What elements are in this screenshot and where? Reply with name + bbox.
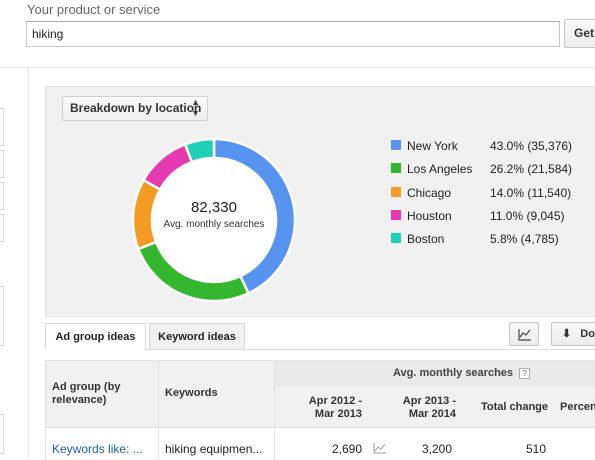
download-button[interactable]: ⬇ Do — [551, 322, 595, 346]
total-change-value: 510 — [525, 442, 546, 456]
legend-location-share: 26.2% (21,584) — [490, 162, 573, 176]
line-chart-icon — [518, 329, 531, 341]
download-label: Do — [580, 328, 595, 340]
period-2-value: 3,200 — [421, 442, 452, 456]
table-header-background — [275, 387, 595, 427]
column-divider — [158, 360, 159, 460]
column-header-period-1[interactable]: Apr 2012 - Mar 2013 — [308, 395, 362, 420]
total-searches-caption: Avg. monthly searches — [163, 219, 265, 230]
legend-location-name: Chicago — [407, 186, 452, 200]
tab-ad-group-ideas[interactable]: Ad group ideas — [45, 323, 146, 350]
legend-location-share: 14.0% (11,540) — [490, 186, 572, 200]
sidebar-handle[interactable] — [0, 414, 4, 454]
column-header-period-2[interactable]: Apr 2013 - Mar 2014 — [402, 395, 456, 420]
legend-location-share: 5.8% (4,785) — [490, 232, 559, 246]
sidebar-handle[interactable] — [0, 182, 4, 210]
legend-location-share: 11.0% (9,045) — [490, 209, 565, 223]
table-header-background — [45, 360, 275, 427]
sidebar-handle[interactable] — [0, 214, 4, 242]
product-field-label: Your product or service — [27, 2, 161, 17]
tabs-baseline — [45, 349, 595, 350]
header-divider — [0, 67, 595, 68]
get-ideas-button[interactable]: Get — [564, 19, 595, 48]
sidebar-handle[interactable] — [0, 108, 4, 146]
column-header-percent-change[interactable]: Percen — [560, 401, 595, 413]
total-searches-value: 82,330 — [191, 199, 237, 216]
table-left-border — [45, 360, 46, 460]
table-top-border — [45, 360, 595, 361]
ad-group-link[interactable]: Keywords like: ... — [52, 442, 143, 456]
chart-view-button[interactable] — [509, 322, 539, 346]
column-header-ad-group[interactable]: Ad group (by relevance) — [52, 381, 121, 406]
location-donut-chart — [132, 138, 296, 302]
legend-location-share: 43.0% (35,376) — [490, 139, 573, 153]
product-search-input[interactable] — [26, 21, 560, 47]
legend-swatch — [391, 210, 401, 220]
avg-monthly-searches-header: Avg. monthly searches ? — [275, 360, 595, 387]
help-icon[interactable]: ? — [519, 367, 531, 379]
download-icon: ⬇ — [562, 328, 572, 340]
legend-swatch — [391, 187, 401, 197]
table-header-border — [45, 427, 595, 428]
legend-swatch — [391, 163, 401, 173]
breakdown-selector[interactable]: Breakdown by location ▲ ▼ — [62, 96, 208, 121]
legend-swatch — [391, 233, 401, 243]
column-divider — [274, 360, 275, 460]
keywords-cell: hiking equipmen... — [165, 442, 263, 456]
legend-location-name: Los Angeles — [407, 162, 473, 176]
legend-swatch — [391, 140, 401, 150]
legend-location-name: Houston — [407, 209, 452, 223]
sidebar-handle[interactable] — [0, 286, 4, 346]
sidebar-divider — [28, 68, 29, 460]
tab-keyword-ideas[interactable]: Keyword ideas — [149, 323, 245, 350]
breakdown-selector-label: Breakdown by location — [70, 101, 202, 115]
column-header-total-change[interactable]: Total change — [480, 401, 548, 413]
column-header-keywords[interactable]: Keywords — [165, 387, 218, 399]
legend-location-name: Boston — [407, 232, 445, 246]
period-1-value: 2,690 — [331, 442, 362, 456]
trend-chart-icon[interactable] — [373, 441, 387, 455]
up-down-caret-icon: ▲ ▼ — [191, 97, 200, 118]
sidebar-handle[interactable] — [0, 150, 4, 178]
legend-location-name: New York — [407, 139, 458, 153]
group-header-label: Avg. monthly searches — [393, 367, 514, 379]
